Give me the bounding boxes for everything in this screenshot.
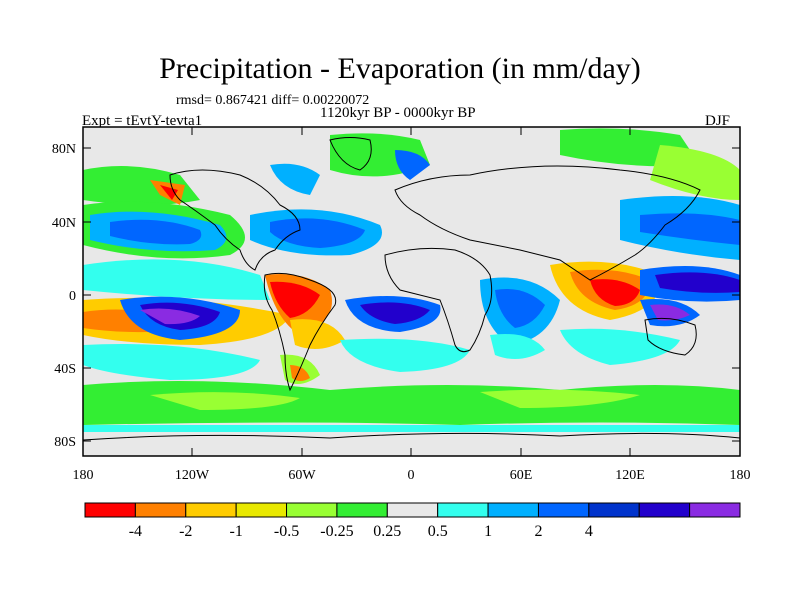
colorbar-label: 1 <box>484 523 492 540</box>
anomaly-patch <box>83 259 270 300</box>
colorbar-swatch <box>386 502 439 518</box>
colorbar-label: 0.5 <box>428 523 448 540</box>
colorbar-swatch <box>437 502 489 518</box>
anomaly-patch <box>590 279 640 306</box>
coastline-antarctica <box>83 432 740 441</box>
colorbar-label: -4 <box>129 523 142 540</box>
anomaly-patch <box>290 319 345 349</box>
anomaly-patch <box>270 218 365 248</box>
colorbar-label: 0.25 <box>373 523 401 540</box>
colorbar-label: -2 <box>179 523 192 540</box>
anomaly-patch <box>395 150 430 180</box>
lon-label-180e: 180 <box>730 468 751 483</box>
lon-ticks <box>191 127 631 456</box>
colorbar-label: -1 <box>229 523 242 540</box>
anomaly-patch <box>650 304 690 321</box>
lon-label-120w: 120W <box>175 468 210 483</box>
map-plot-area: 80N 40N 0 40S 80S 180 120W 60W 0 60E 120… <box>52 126 751 483</box>
lat-label-40n: 40N <box>52 216 76 231</box>
lat-label-0: 0 <box>69 289 76 304</box>
colorbar-swatch <box>336 502 388 518</box>
anomaly-patch <box>480 389 640 408</box>
anomaly-patch <box>340 338 470 372</box>
anomaly-patch <box>495 289 545 328</box>
colorbar: -4 -2 -1 -0.5 -0.25 0.25 0.5 1 2 4 <box>84 502 741 540</box>
lon-label-180w: 180 <box>73 468 94 483</box>
colorbar-label: -0.25 <box>320 523 353 540</box>
anomaly-patch <box>650 145 740 200</box>
lon-label-60e: 60E <box>510 468 533 483</box>
period-label: 1120kyr BP - 0000kyr BP <box>320 105 476 121</box>
anomaly-patch <box>490 334 545 359</box>
anomaly-patch <box>110 219 202 245</box>
lat-label-80n: 80N <box>52 142 76 157</box>
colorbar-swatch <box>588 502 640 518</box>
colorbar-swatch <box>689 502 741 518</box>
coastline-australia <box>644 317 697 356</box>
anomaly-patch <box>83 344 260 380</box>
anomaly-patch <box>83 425 740 432</box>
colorbar-label: -0.5 <box>274 523 299 540</box>
season-label: DJF <box>705 113 731 129</box>
anomaly-patch <box>270 281 320 318</box>
anomaly-patch <box>640 213 740 245</box>
anomaly-patch <box>150 392 300 410</box>
anomaly-patch <box>140 308 200 325</box>
coastline-africa <box>384 247 493 353</box>
anomaly-patch <box>655 272 740 293</box>
colorbar-swatch <box>537 502 590 518</box>
stats-label: rmsd= 0.867421 diff= 0.00220072 <box>176 93 370 108</box>
anomaly-field <box>83 128 740 432</box>
colorbar-swatch <box>235 502 288 518</box>
experiment-label: Expt = tEvtY-tevta1 <box>82 113 203 129</box>
lon-label-120e: 120E <box>615 468 645 483</box>
coastline-north-america <box>169 169 301 271</box>
lon-label-60w: 60W <box>288 468 316 483</box>
coastline-south-america <box>263 272 337 392</box>
lat-label-40s: 40S <box>54 362 76 377</box>
anomaly-patch <box>560 328 680 365</box>
anomaly-patch <box>160 185 178 200</box>
anomaly-patch <box>270 163 320 195</box>
anomaly-patch <box>360 302 430 324</box>
lon-label-0: 0 <box>408 468 415 483</box>
colorbar-label: 2 <box>534 523 542 540</box>
coastline-greenland <box>329 137 372 171</box>
anomaly-patch <box>290 365 310 381</box>
lat-ticks <box>83 147 740 442</box>
colorbar-swatch <box>286 502 338 518</box>
colorbar-swatch <box>638 502 691 518</box>
lat-label-80s: 80S <box>54 435 76 450</box>
colorbar-swatch <box>134 502 187 518</box>
colorbar-swatch <box>84 502 136 518</box>
coastline-eurasia <box>394 165 701 281</box>
chart-title: Precipitation - Evaporation (in mm/day) <box>159 52 641 85</box>
colorbar-label: 4 <box>585 523 593 540</box>
colorbar-swatch <box>185 502 237 518</box>
coastlines <box>83 137 740 441</box>
colorbar-swatch <box>487 502 539 518</box>
